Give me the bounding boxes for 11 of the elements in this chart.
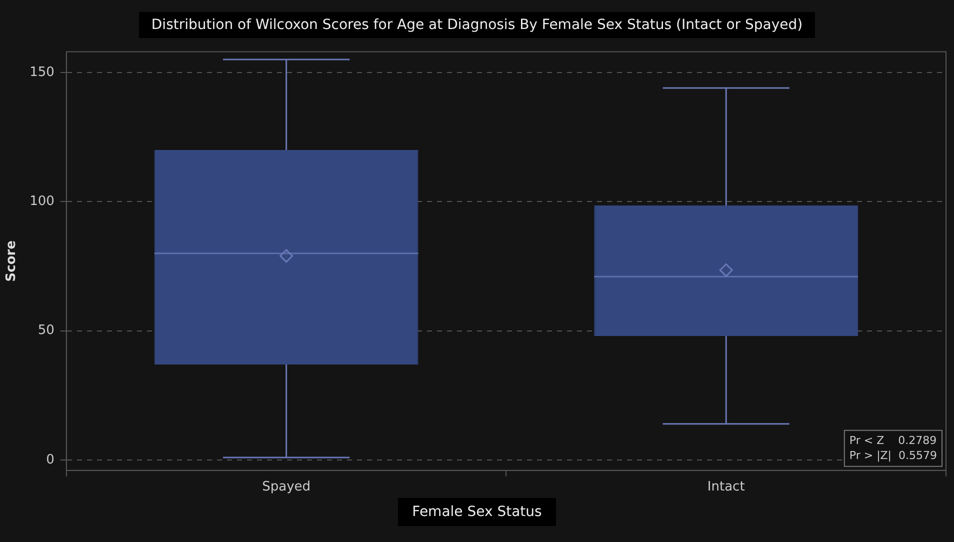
- annotation: Pr < Z 0.2789: [849, 434, 937, 447]
- y-tick-label: 50: [38, 323, 54, 338]
- x-tick-label: Intact: [707, 480, 745, 495]
- y-tick-label: 100: [30, 194, 54, 210]
- y-tick-label: 150: [30, 64, 54, 80]
- x-tick-label: Spayed: [262, 480, 311, 495]
- y-tick-label: 0: [46, 452, 54, 468]
- x-axis-title: Female Sex Status: [398, 498, 556, 526]
- chart-title: Distribution of Wilcoxon Scores for Age at Diagnosis By Female Sex Status (Intact or Spayed): [139, 12, 815, 38]
- y-axis-title: Score: [4, 240, 20, 282]
- annotation: Pr > |Z| 0.5579: [849, 448, 938, 462]
